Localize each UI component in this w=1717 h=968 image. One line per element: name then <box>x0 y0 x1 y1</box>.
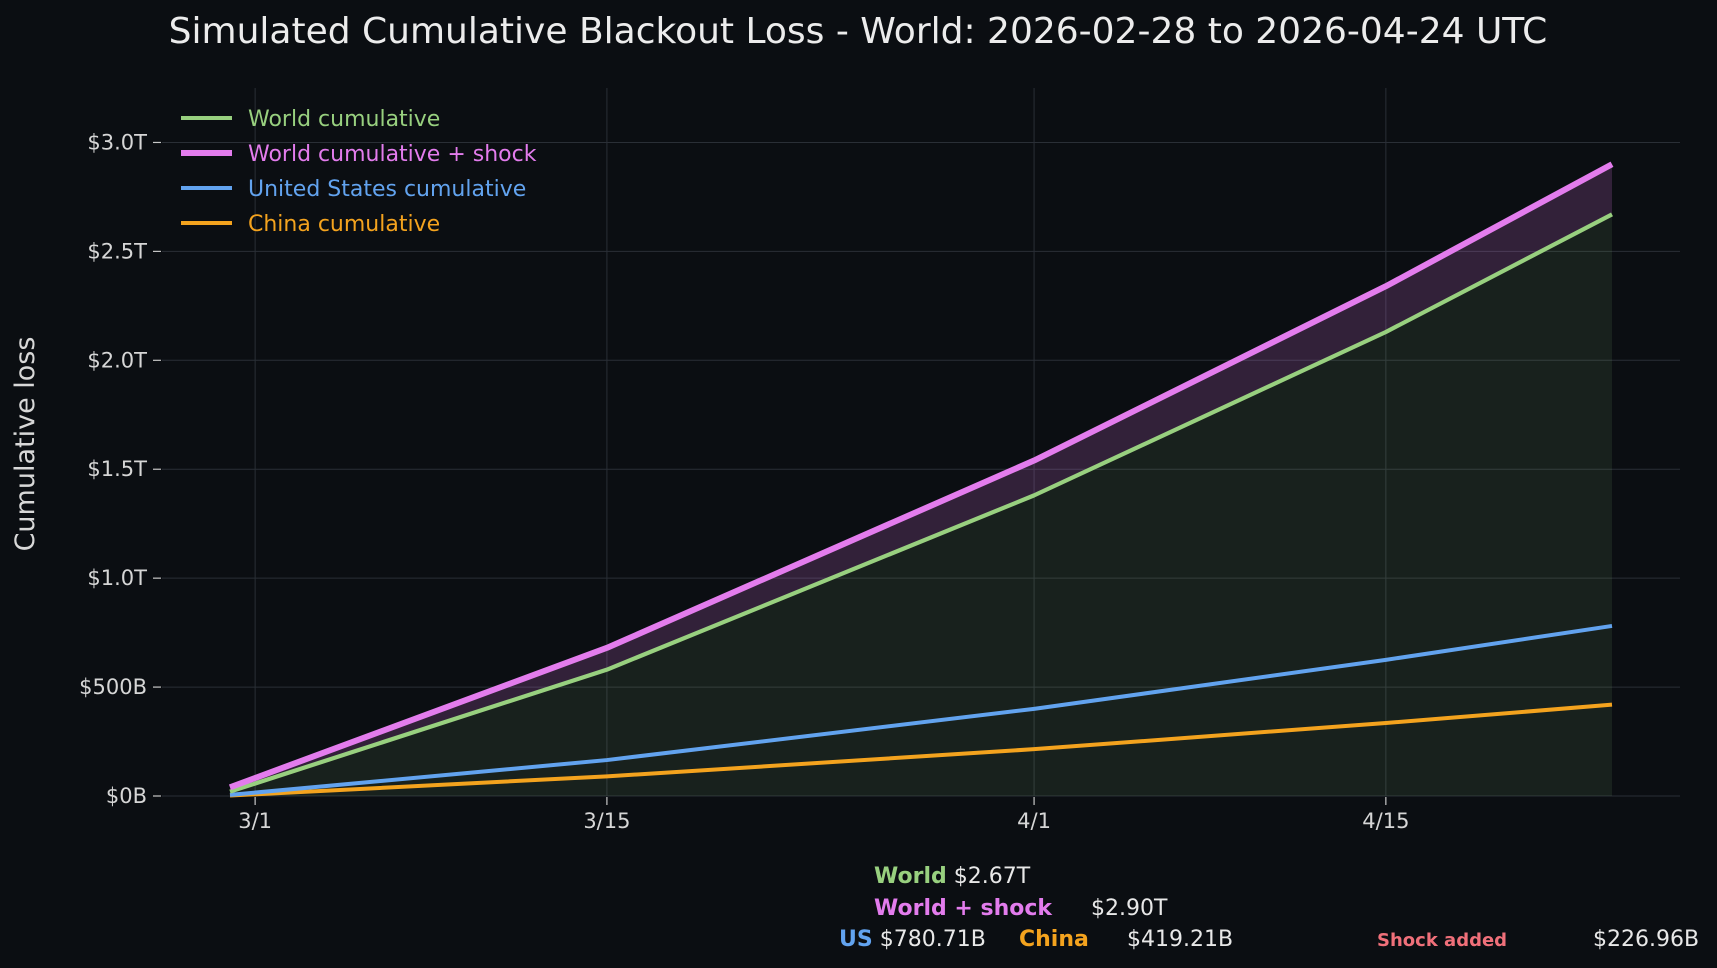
summary-world: World $2.67T <box>874 864 1030 889</box>
summary-added-value: $226.96B <box>1593 927 1700 952</box>
axis-ticks: $0B $500B $1.0T $1.5T $2.0T $2.5T $3.0T 3/1 3/15… <box>79 130 1409 833</box>
summary-china: China <box>1019 927 1089 952</box>
summary-china-value: $419.21B <box>1127 927 1234 952</box>
summary-world-value: $2.67T <box>953 864 1031 889</box>
summary-shock-value: $2.90T <box>1091 896 1168 921</box>
gridlines <box>162 88 1680 797</box>
summary-shock: World + shock <box>874 896 1052 921</box>
legend-label: World cumulative <box>248 107 440 132</box>
series-line-china-cumulative <box>229 702 1613 798</box>
y-tick-label: $0B <box>106 784 147 808</box>
legend-label: China cumulative <box>248 212 440 237</box>
summary-us-value: $780.71B <box>879 927 986 952</box>
summary-added: Shock added <box>1377 930 1507 951</box>
y-tick-label: $2.0T <box>87 348 147 372</box>
series-line-world-cumulative <box>229 212 1613 794</box>
summary-china-label: China <box>1019 927 1089 952</box>
summary-added-label: Shock added <box>1377 930 1508 951</box>
legend-label: United States cumulative <box>248 177 526 202</box>
world-area-fill <box>230 214 1612 796</box>
summary-added-value-wrap: $226.96B <box>1593 927 1699 952</box>
x-tick-label: 3/1 <box>238 809 272 833</box>
summary-shock-value-wrap: $2.90T <box>1091 896 1167 921</box>
series-lines <box>228 161 1614 798</box>
y-tick-label: $1.0T <box>87 566 147 590</box>
summary-china-value-wrap: $419.21B <box>1127 927 1233 952</box>
area-fills <box>230 164 1612 796</box>
summary-us: US $780.71B <box>839 927 986 952</box>
x-tick-label: 4/1 <box>1017 809 1051 833</box>
summary-us-label: US <box>839 927 873 952</box>
y-tick-label: $1.5T <box>87 457 147 481</box>
legend-label: World cumulative + shock <box>248 142 537 167</box>
y-axis-label: Cumulative loss <box>10 337 41 552</box>
y-tick-label: $2.5T <box>87 239 147 263</box>
chart-title: Simulated Cumulative Blackout Loss - Wor… <box>169 11 1548 52</box>
x-tick-label: 4/15 <box>1362 809 1409 833</box>
summary-shock-label: World + shock <box>874 896 1053 921</box>
y-tick-label: $3.0T <box>87 130 147 154</box>
x-tick-label: 3/15 <box>583 809 630 833</box>
summary-world-label: World <box>874 864 947 889</box>
y-tick-label: $500B <box>79 675 147 699</box>
series-line-united-states-cumulative <box>229 623 1613 797</box>
series-line-world-cumulative-shock <box>228 161 1614 791</box>
legend: World cumulative World cumulative + shock… <box>181 107 537 237</box>
